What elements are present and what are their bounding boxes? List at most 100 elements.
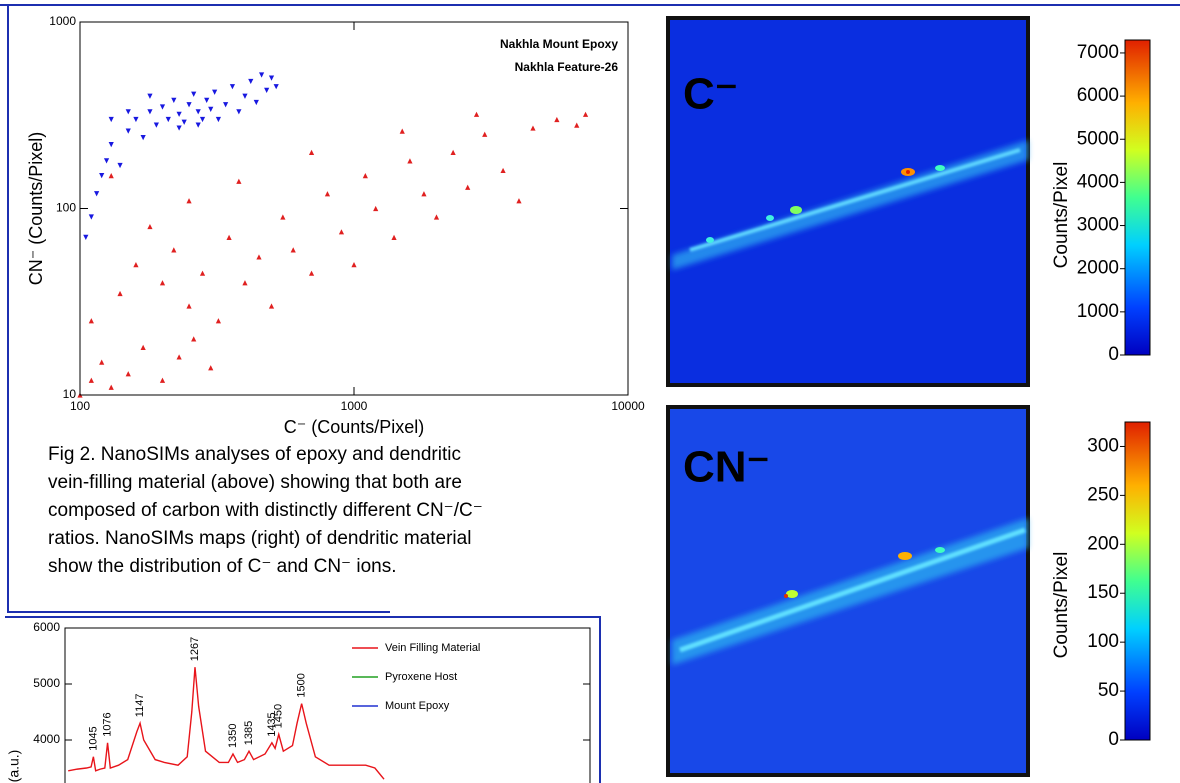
point [290,247,296,253]
point [133,262,139,268]
colorbar-tick-label: 150 [1087,582,1119,603]
point [125,371,131,377]
point [473,111,480,117]
c-map-image [666,16,1030,387]
caption-line: ratios. NanoSIMs maps (right) of dendrit… [48,528,471,549]
point [215,116,222,123]
point [153,122,159,128]
point [108,173,114,179]
colorbar-tick-label: 50 [1098,680,1119,701]
point [125,109,131,115]
peak-label: 1435 [266,712,278,736]
x-tick-label: 100 [70,399,90,413]
point [407,158,413,164]
point [125,128,131,134]
peak-label: 1350 [227,724,239,748]
peak-label: 1450 [273,704,285,728]
point [208,365,214,371]
point [338,229,345,235]
legend-label: Nakhla Mount Epoxy [500,37,618,51]
colorbar-tick-label: 6000 [1077,85,1119,106]
plot-frame [79,21,629,396]
point [324,191,331,197]
point [99,359,105,365]
point [159,280,166,286]
point [195,122,201,128]
map-label: C⁻ [683,70,738,119]
peak-label: 1076 [101,712,113,736]
cn-map-image [666,405,1030,777]
point [208,106,214,112]
point [176,125,182,131]
point [103,158,110,164]
legend-label: Nakhla Feature-26 [515,60,619,74]
point [88,318,94,324]
point [280,214,286,220]
y-tick-label: 100 [56,201,76,215]
point [147,109,153,115]
colorbar-label: Counts/Pixel [1051,552,1072,659]
point [176,111,182,117]
point [516,198,522,204]
point [268,75,275,81]
point [199,116,206,123]
point [362,173,368,179]
colorbar-tick-label: 0 [1108,729,1119,750]
point [264,87,270,93]
y-tick-label: 5000 [33,676,60,690]
peak-label: 1267 [189,637,201,661]
point [94,191,100,197]
colorbar-tick-label: 7000 [1077,42,1119,63]
point [399,128,405,134]
point [465,184,471,190]
y-axis-label: (a.u.) [6,750,22,783]
point [83,234,89,240]
point [117,290,123,297]
x-tick-label: 10000 [611,399,645,413]
point [242,93,248,99]
point [421,191,427,197]
legend-label: Mount Epoxy [385,700,450,712]
y-tick-label: 1000 [49,14,76,28]
peak-label: 1500 [296,673,308,697]
colorbar-tick-label: 0 [1108,344,1119,365]
colorbar-tick-label: 5000 [1077,128,1119,149]
point [229,84,236,90]
point [99,173,105,179]
point [171,97,177,103]
point [223,102,229,108]
point [186,198,192,204]
point [117,162,123,169]
series-line [68,667,385,780]
point [500,167,506,174]
point [253,99,259,106]
point [108,142,114,148]
point [204,97,210,103]
point [108,384,114,390]
point [199,270,206,276]
point [236,109,242,115]
point [176,354,182,360]
caption-line: composed of carbon with distinctly diffe… [48,500,483,521]
point [212,89,218,95]
peak-label: 1147 [134,694,146,718]
colorbar-label: Counts/Pixel [1051,162,1072,269]
y-axis-label: CN⁻ (Counts/Pixel) [26,132,46,286]
legend-label: Vein Filling Material [385,642,480,654]
legend-label: Pyroxene Host [385,671,457,683]
caption-line: Fig 2. NanoSIMs analyses of epoxy and de… [48,444,461,465]
plot-frame [64,627,591,783]
point [450,149,456,155]
point [108,116,114,123]
point [554,116,560,123]
point [268,303,275,309]
point [215,318,222,324]
colorbar [1124,421,1151,741]
panel-border [0,4,1180,783]
colorbar-tick-label: 1000 [1077,301,1119,322]
point [226,234,232,240]
caption-line: vein-filling material (above) showing th… [48,472,462,493]
point [258,72,265,78]
point [191,336,197,342]
